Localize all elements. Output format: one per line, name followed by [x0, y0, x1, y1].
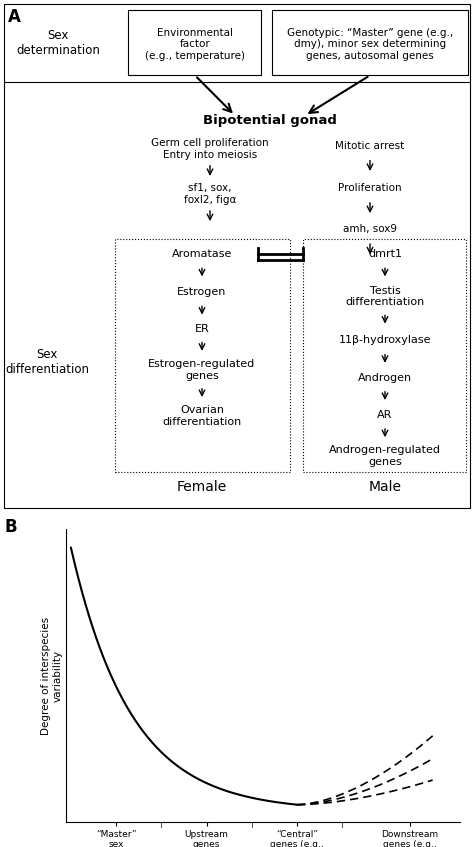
Text: A: A	[8, 8, 21, 26]
Bar	[272, 10, 468, 75]
Text: Estrogen-regulated
genes: Estrogen-regulated genes	[148, 359, 255, 380]
Text: Androgen-regulated
genes: Androgen-regulated genes	[329, 446, 441, 467]
Text: Androgen: Androgen	[358, 373, 412, 383]
Text: dmrt1: dmrt1	[368, 249, 402, 259]
Text: Sex
differentiation: Sex differentiation	[5, 348, 89, 376]
Y-axis label: Degree of interspecies
variability: Degree of interspecies variability	[41, 617, 62, 734]
Text: amh, sox9: amh, sox9	[343, 224, 397, 234]
Text: Female: Female	[177, 480, 227, 495]
Text: Aromatase: Aromatase	[172, 249, 232, 259]
Bar	[115, 239, 290, 473]
Bar	[303, 239, 466, 473]
Text: Proliferation: Proliferation	[338, 183, 402, 193]
Text: Estrogen: Estrogen	[177, 287, 227, 297]
Text: Male: Male	[368, 480, 401, 495]
Text: AR: AR	[377, 410, 392, 420]
Text: Testis
differentiation: Testis differentiation	[346, 285, 425, 307]
Text: Mitotic arrest: Mitotic arrest	[336, 141, 405, 151]
Text: sf1, sox,
foxl2, figα: sf1, sox, foxl2, figα	[184, 183, 236, 205]
Text: Environmental
factor
(e.g., temperature): Environmental factor (e.g., temperature)	[145, 28, 245, 61]
Text: 11β-hydroxylase: 11β-hydroxylase	[339, 335, 431, 345]
Bar	[128, 10, 261, 75]
Text: Germ cell proliferation
Entry into meiosis: Germ cell proliferation Entry into meios…	[151, 138, 269, 159]
Text: Bipotential gonad: Bipotential gonad	[203, 114, 337, 127]
Text: Genotypic: “Master” gene (e.g.,
dmy), minor sex determining
genes, autosomal gen: Genotypic: “Master” gene (e.g., dmy), mi…	[287, 28, 453, 61]
Text: B: B	[5, 518, 18, 536]
Text: Ovarian
differentiation: Ovarian differentiation	[163, 405, 242, 427]
Text: ER: ER	[195, 324, 210, 334]
Text: Sex
determination: Sex determination	[16, 29, 100, 58]
